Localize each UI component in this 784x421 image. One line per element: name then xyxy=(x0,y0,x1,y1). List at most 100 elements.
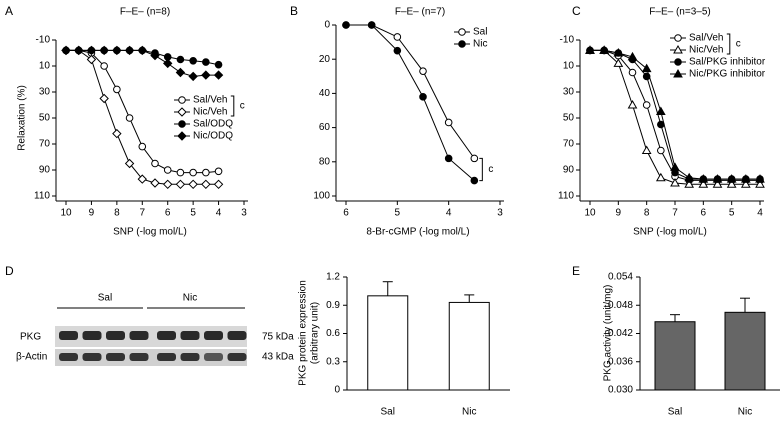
marker xyxy=(178,96,186,104)
panel-letter: B xyxy=(290,4,298,18)
y-axis-label: PKG protein expression xyxy=(298,280,309,386)
marker xyxy=(151,159,159,168)
marker xyxy=(74,45,84,56)
marker xyxy=(755,179,765,188)
marker xyxy=(124,45,135,56)
y-tick-label: 100 xyxy=(313,191,330,202)
marker xyxy=(673,68,683,78)
marker xyxy=(138,142,147,151)
x-tick-label: 10 xyxy=(60,208,72,219)
marker xyxy=(163,58,173,69)
y-tick-label: 50 xyxy=(39,113,51,124)
y-tick-label: 10 xyxy=(39,61,51,72)
legend-label: Nic/Veh xyxy=(193,107,227,118)
marker xyxy=(99,45,109,56)
marker xyxy=(125,114,134,122)
blot-band xyxy=(82,353,102,361)
blot-membrane xyxy=(55,349,247,366)
series-line xyxy=(346,24,475,159)
marker xyxy=(470,154,479,163)
annotation: c xyxy=(240,101,245,112)
bar xyxy=(724,311,766,391)
marker xyxy=(99,93,109,104)
y-tick-label: 0.042 xyxy=(608,328,633,339)
marker xyxy=(393,46,402,55)
marker xyxy=(628,68,637,77)
bar xyxy=(654,321,696,391)
marker xyxy=(419,93,427,101)
y-tick-label: 80 xyxy=(319,156,331,167)
marker xyxy=(613,58,624,67)
blot-band xyxy=(180,353,200,361)
marker xyxy=(599,45,610,54)
legend-label: Sal/ODQ xyxy=(193,119,233,130)
marker xyxy=(201,179,211,190)
y-tick-label: 0.054 xyxy=(608,272,633,283)
y-tick-label: 0.048 xyxy=(608,300,633,311)
x-tick-label: 9 xyxy=(89,208,95,219)
x-tick-label: 7 xyxy=(672,208,678,219)
annotation: c xyxy=(488,164,493,175)
marker xyxy=(470,176,479,185)
x-tick-label: 8 xyxy=(644,208,650,219)
y-tick-label: 110 xyxy=(34,191,50,202)
marker xyxy=(444,118,453,127)
legend-label: Nic xyxy=(473,39,487,50)
y-tick-label: 20 xyxy=(319,54,331,65)
blot-band xyxy=(157,331,176,340)
x-tick-label: 6 xyxy=(701,208,707,219)
marker xyxy=(177,131,187,141)
marker xyxy=(393,33,402,41)
blot-group-label: Sal xyxy=(98,293,112,304)
marker xyxy=(740,174,751,183)
legend-label: Sal/Veh xyxy=(193,95,227,106)
blot-membrane xyxy=(55,326,247,347)
blot-band xyxy=(157,353,176,361)
marker xyxy=(213,179,224,190)
marker xyxy=(188,179,198,190)
blot-band xyxy=(204,331,223,340)
marker xyxy=(100,62,108,70)
y-axis-label: (arbitrary unit) xyxy=(310,302,321,364)
blot-size-label: 75 kDa xyxy=(262,332,294,343)
y-tick-label: 0 xyxy=(324,20,330,31)
bar xyxy=(448,301,490,391)
marker xyxy=(458,28,466,36)
x-tick-label: Sal xyxy=(668,407,682,418)
chart-title: F–E– (n=3–5) xyxy=(649,7,710,18)
x-axis-label: SNP (-log mol/L) xyxy=(633,227,707,238)
series-line xyxy=(346,24,475,181)
marker xyxy=(175,179,186,190)
marker xyxy=(113,85,121,94)
marker xyxy=(712,179,723,188)
annotation: c xyxy=(736,39,741,50)
x-tick-label: 4 xyxy=(757,208,763,219)
marker xyxy=(642,101,651,109)
x-axis-label: SNP (-log mol/L) xyxy=(113,227,187,238)
x-tick-label: 5 xyxy=(190,208,196,219)
blot-band xyxy=(129,353,149,361)
marker xyxy=(202,58,210,66)
marker xyxy=(175,67,186,78)
blot-band xyxy=(106,331,125,340)
marker xyxy=(726,179,737,188)
marker xyxy=(627,99,638,109)
marker xyxy=(176,168,185,177)
legend-label: Nic/Veh xyxy=(689,45,723,56)
y-tick-label: 0.030 xyxy=(608,385,633,396)
legend-label: Sal xyxy=(473,27,487,38)
marker xyxy=(124,158,135,169)
marker xyxy=(726,174,737,183)
legend-label: Sal/Veh xyxy=(689,33,723,44)
x-axis-label: 8-Br-cGMP (-log mol/L) xyxy=(366,227,469,238)
blot-band xyxy=(82,331,102,340)
marker xyxy=(367,21,376,29)
blot-band xyxy=(227,353,247,361)
marker xyxy=(86,45,97,56)
y-tick-label: 0 xyxy=(334,385,340,396)
significance-bracket xyxy=(230,95,235,117)
marker xyxy=(163,166,172,174)
marker xyxy=(214,60,223,69)
x-tick-label: 10 xyxy=(584,208,596,219)
marker xyxy=(673,44,683,54)
